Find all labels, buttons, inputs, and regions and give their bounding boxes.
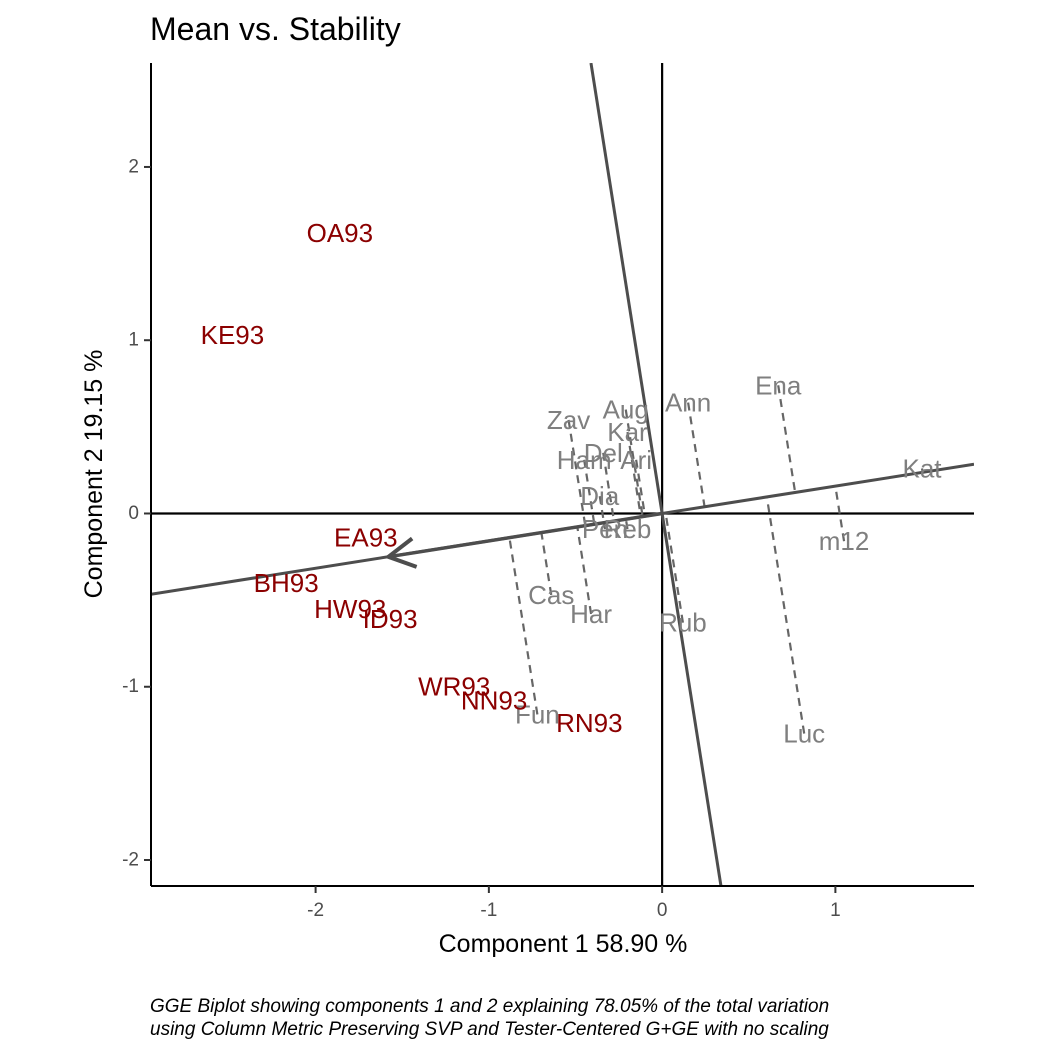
projection-line-ari [635, 459, 647, 517]
y-tick-label: 0 [128, 503, 139, 524]
environment-label-ke93: KE93 [201, 320, 265, 350]
y-tick-label: 2 [128, 156, 139, 177]
genotype-label-har: Har [570, 599, 612, 629]
projection-line-aug [624, 409, 644, 517]
genotype-label-ham: Ham [557, 445, 612, 475]
aec-arrow-shaft [388, 511, 663, 559]
x-tick-label: 0 [657, 900, 668, 921]
genotype-label-kat: Kat [903, 453, 943, 483]
y-tick-label: -1 [122, 676, 139, 697]
genotype-label-luc: Luc [783, 719, 825, 749]
environment-label-rn93: RN93 [556, 708, 622, 738]
x-tick-label: -2 [307, 900, 324, 921]
genotype-label-ann: Ann [665, 388, 711, 418]
genotype-label-zav: Zav [547, 405, 590, 435]
genotype-label-dia: Dia [580, 481, 620, 511]
genotype-label-pen: Pen [582, 514, 628, 544]
x-tick-label: 1 [830, 900, 841, 921]
projection-line-ham [583, 459, 596, 525]
environment-label-hw93: HW93 [314, 594, 386, 624]
projection-line-zav [567, 419, 587, 526]
projection-line-dia [598, 495, 606, 523]
aec-ordinate-line [589, 63, 723, 886]
genotype-label-reb: Reb [604, 514, 652, 544]
genotype-label-cas: Cas [528, 580, 574, 610]
projection-line-del [602, 452, 616, 522]
genotype-label-kar: Kar [607, 417, 648, 447]
projection-line-reb [624, 519, 629, 530]
projection-line-ann [687, 402, 706, 507]
genotype-label-ari: Ari [620, 445, 652, 475]
environment-label-oa93: OA93 [307, 218, 374, 248]
y-tick-label: -2 [122, 850, 139, 871]
x-axis-title: Component 1 58.90 % [439, 930, 688, 958]
caption-line-2: using Column Metric Preserving SVP and T… [150, 1019, 829, 1040]
environment-label-wr93: WR93 [418, 672, 490, 702]
projection-line-cas [540, 532, 553, 596]
aec-arrow-head [384, 536, 418, 569]
projection-line-rub [664, 512, 685, 623]
genotype-label-aug: Aug [603, 395, 649, 425]
genotype-label-rub: Rub [659, 608, 707, 638]
projection-line-fun [508, 537, 539, 715]
genotype-label-fun: Fun [515, 699, 560, 729]
environment-label-bh93: BH93 [254, 568, 319, 598]
y-axis-title: Component 2 19.15 % [80, 350, 108, 599]
caption-line-1: GGE Biplot showing components 1 and 2 ex… [150, 996, 829, 1017]
projection-line-luc [765, 496, 806, 734]
projection-line-ena [777, 385, 797, 493]
axes: -2 -1 0 1 -2 -1 0 1 2 [122, 63, 974, 921]
y-tick-label: 1 [128, 330, 139, 351]
environment-label-ea93: EA93 [334, 523, 398, 553]
genotype-label-m12: m12 [819, 526, 870, 556]
chart-title: Mean vs. Stability [150, 11, 401, 47]
projection-line-m12 [834, 485, 846, 542]
environment-label-nn93: NN93 [461, 686, 527, 716]
genotype-label-del: Del [584, 438, 623, 468]
genotype-label-ena: Ena [755, 370, 802, 400]
environment-label-id93: ID93 [363, 604, 418, 634]
projection-line-kar [626, 431, 642, 518]
x-tick-label: -1 [480, 900, 497, 921]
projection-line-har [576, 526, 593, 615]
